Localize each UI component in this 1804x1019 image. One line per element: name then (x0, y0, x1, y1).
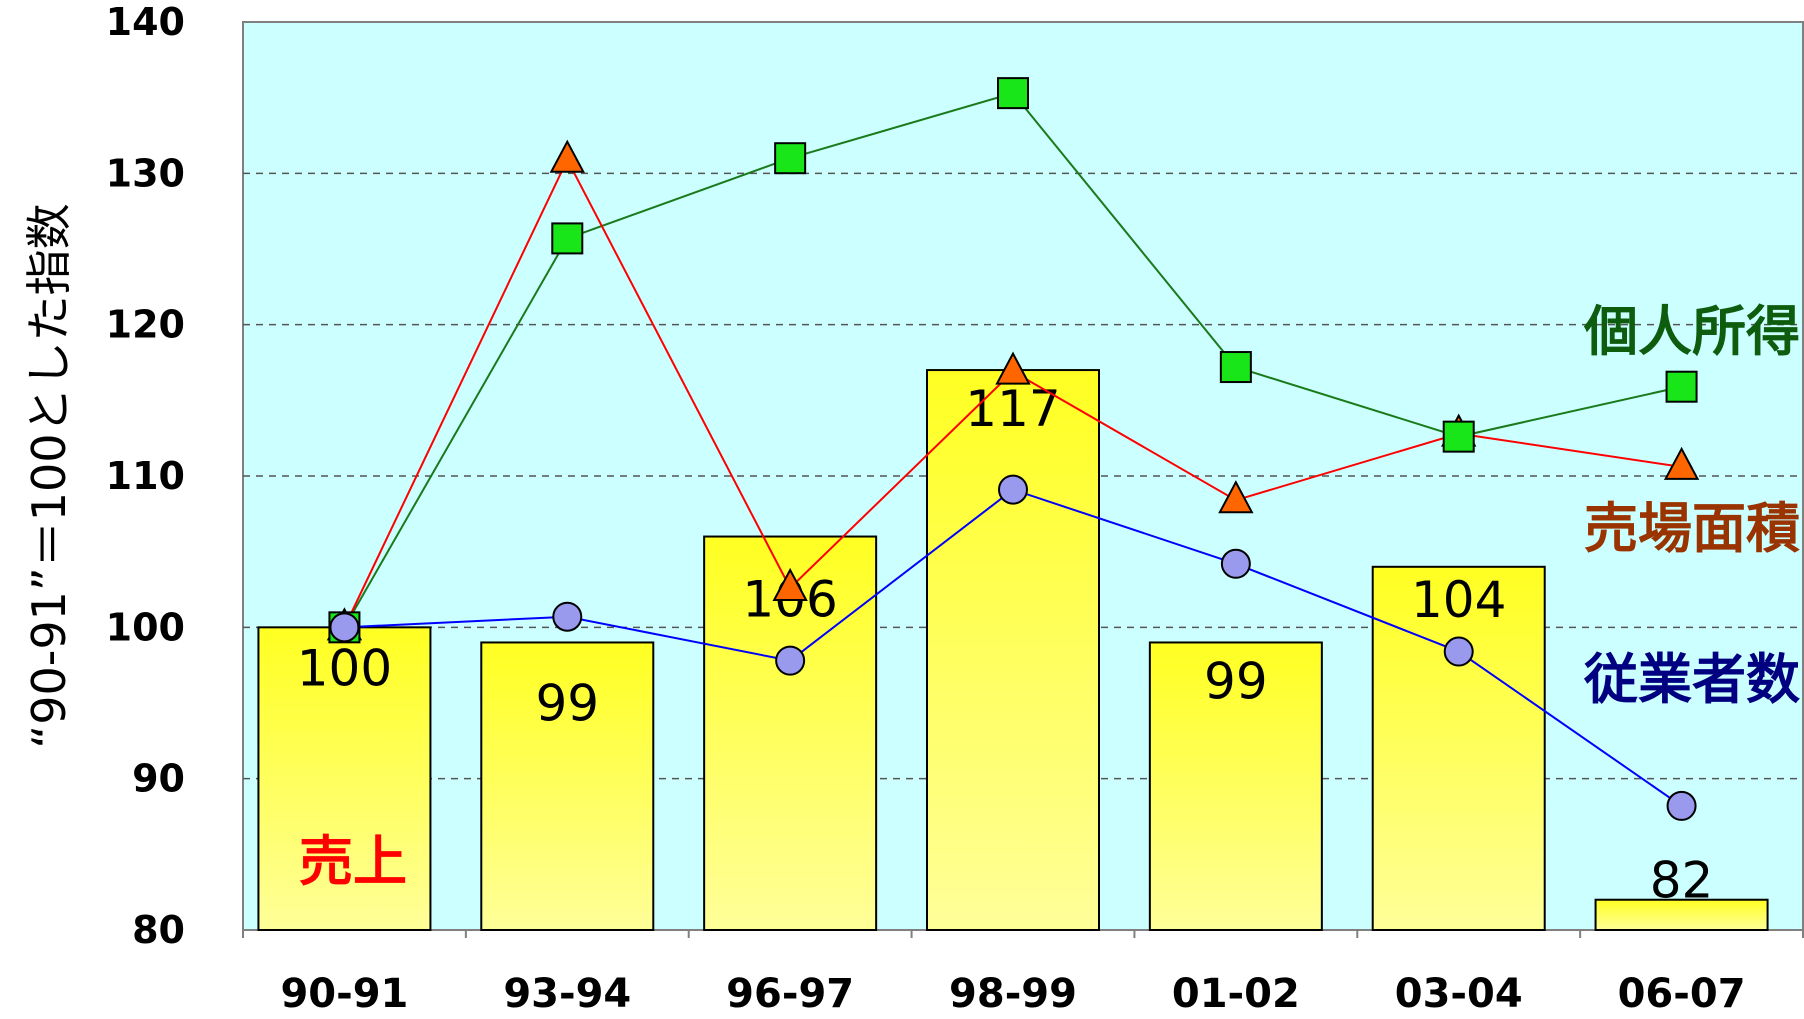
y-tick-label: 110 (106, 454, 185, 498)
x-tick-label: 90-91 (280, 971, 408, 1017)
triangle-point (995, 351, 1031, 385)
x-axis: 90-91 93-94 96-97 98-99 01-02 03-04 06-07 (242, 930, 1804, 1017)
triangle-point (772, 567, 808, 601)
bar-value-label: 99 (1204, 652, 1268, 710)
circle-point (998, 474, 1028, 505)
circle-point (1443, 636, 1474, 667)
circle-point (552, 601, 583, 632)
triangle-point (1218, 480, 1254, 514)
bar (257, 626, 432, 931)
x-tick-label: 93-94 (503, 971, 631, 1017)
y-axis: 80 90 100 110 120 130 140 (106, 0, 185, 952)
y-tick-label: 140 (106, 0, 185, 44)
legend-label-employees: 従業者数 (1583, 648, 1800, 711)
x-tick-label: 03-04 (1395, 971, 1523, 1017)
y-tick-label: 100 (106, 605, 185, 649)
bar (1371, 565, 1546, 931)
square-point (774, 142, 807, 175)
x-tick-label: 06-07 (1618, 971, 1746, 1017)
square-point (1219, 351, 1252, 384)
bar (703, 535, 878, 931)
square-point (551, 222, 584, 255)
bar-value-label: 99 (535, 674, 599, 732)
legend-label-floor-area: 売場面積 (1584, 497, 1800, 560)
bar-value-label: 100 (297, 639, 392, 697)
bar (1148, 641, 1323, 931)
x-tick-label: 96-97 (726, 971, 854, 1017)
circle-point (1666, 790, 1697, 821)
bar (1594, 898, 1769, 932)
bars: 100991061179910482 (257, 369, 1769, 932)
y-tick-label: 80 (132, 908, 185, 952)
circle-point (775, 645, 806, 676)
bar-value-label: 82 (1650, 852, 1714, 910)
y-tick-label: 120 (106, 303, 185, 347)
square-point (1442, 420, 1475, 453)
series-markers (326, 77, 1700, 821)
x-tick-label: 98-99 (949, 971, 1077, 1017)
bar-value-label: 117 (965, 380, 1060, 438)
bar (926, 369, 1100, 932)
bar-value-label: 104 (1411, 571, 1506, 629)
legend-label-income: 個人所得 (1583, 300, 1800, 363)
bar (480, 641, 655, 931)
y-tick-label: 90 (132, 757, 185, 801)
y-axis-title: “90-91”＝100とした指数 (22, 203, 76, 748)
square-point (997, 77, 1029, 110)
square-point (1665, 370, 1698, 403)
y-tick-label: 130 (106, 151, 185, 195)
x-tick-label: 01-02 (1172, 971, 1300, 1017)
triangle-point (549, 139, 585, 173)
triangle-point (1663, 446, 1700, 480)
circle-point (329, 612, 360, 643)
circle-point (1220, 548, 1251, 579)
legend-label-sales: 売上 (299, 830, 407, 893)
